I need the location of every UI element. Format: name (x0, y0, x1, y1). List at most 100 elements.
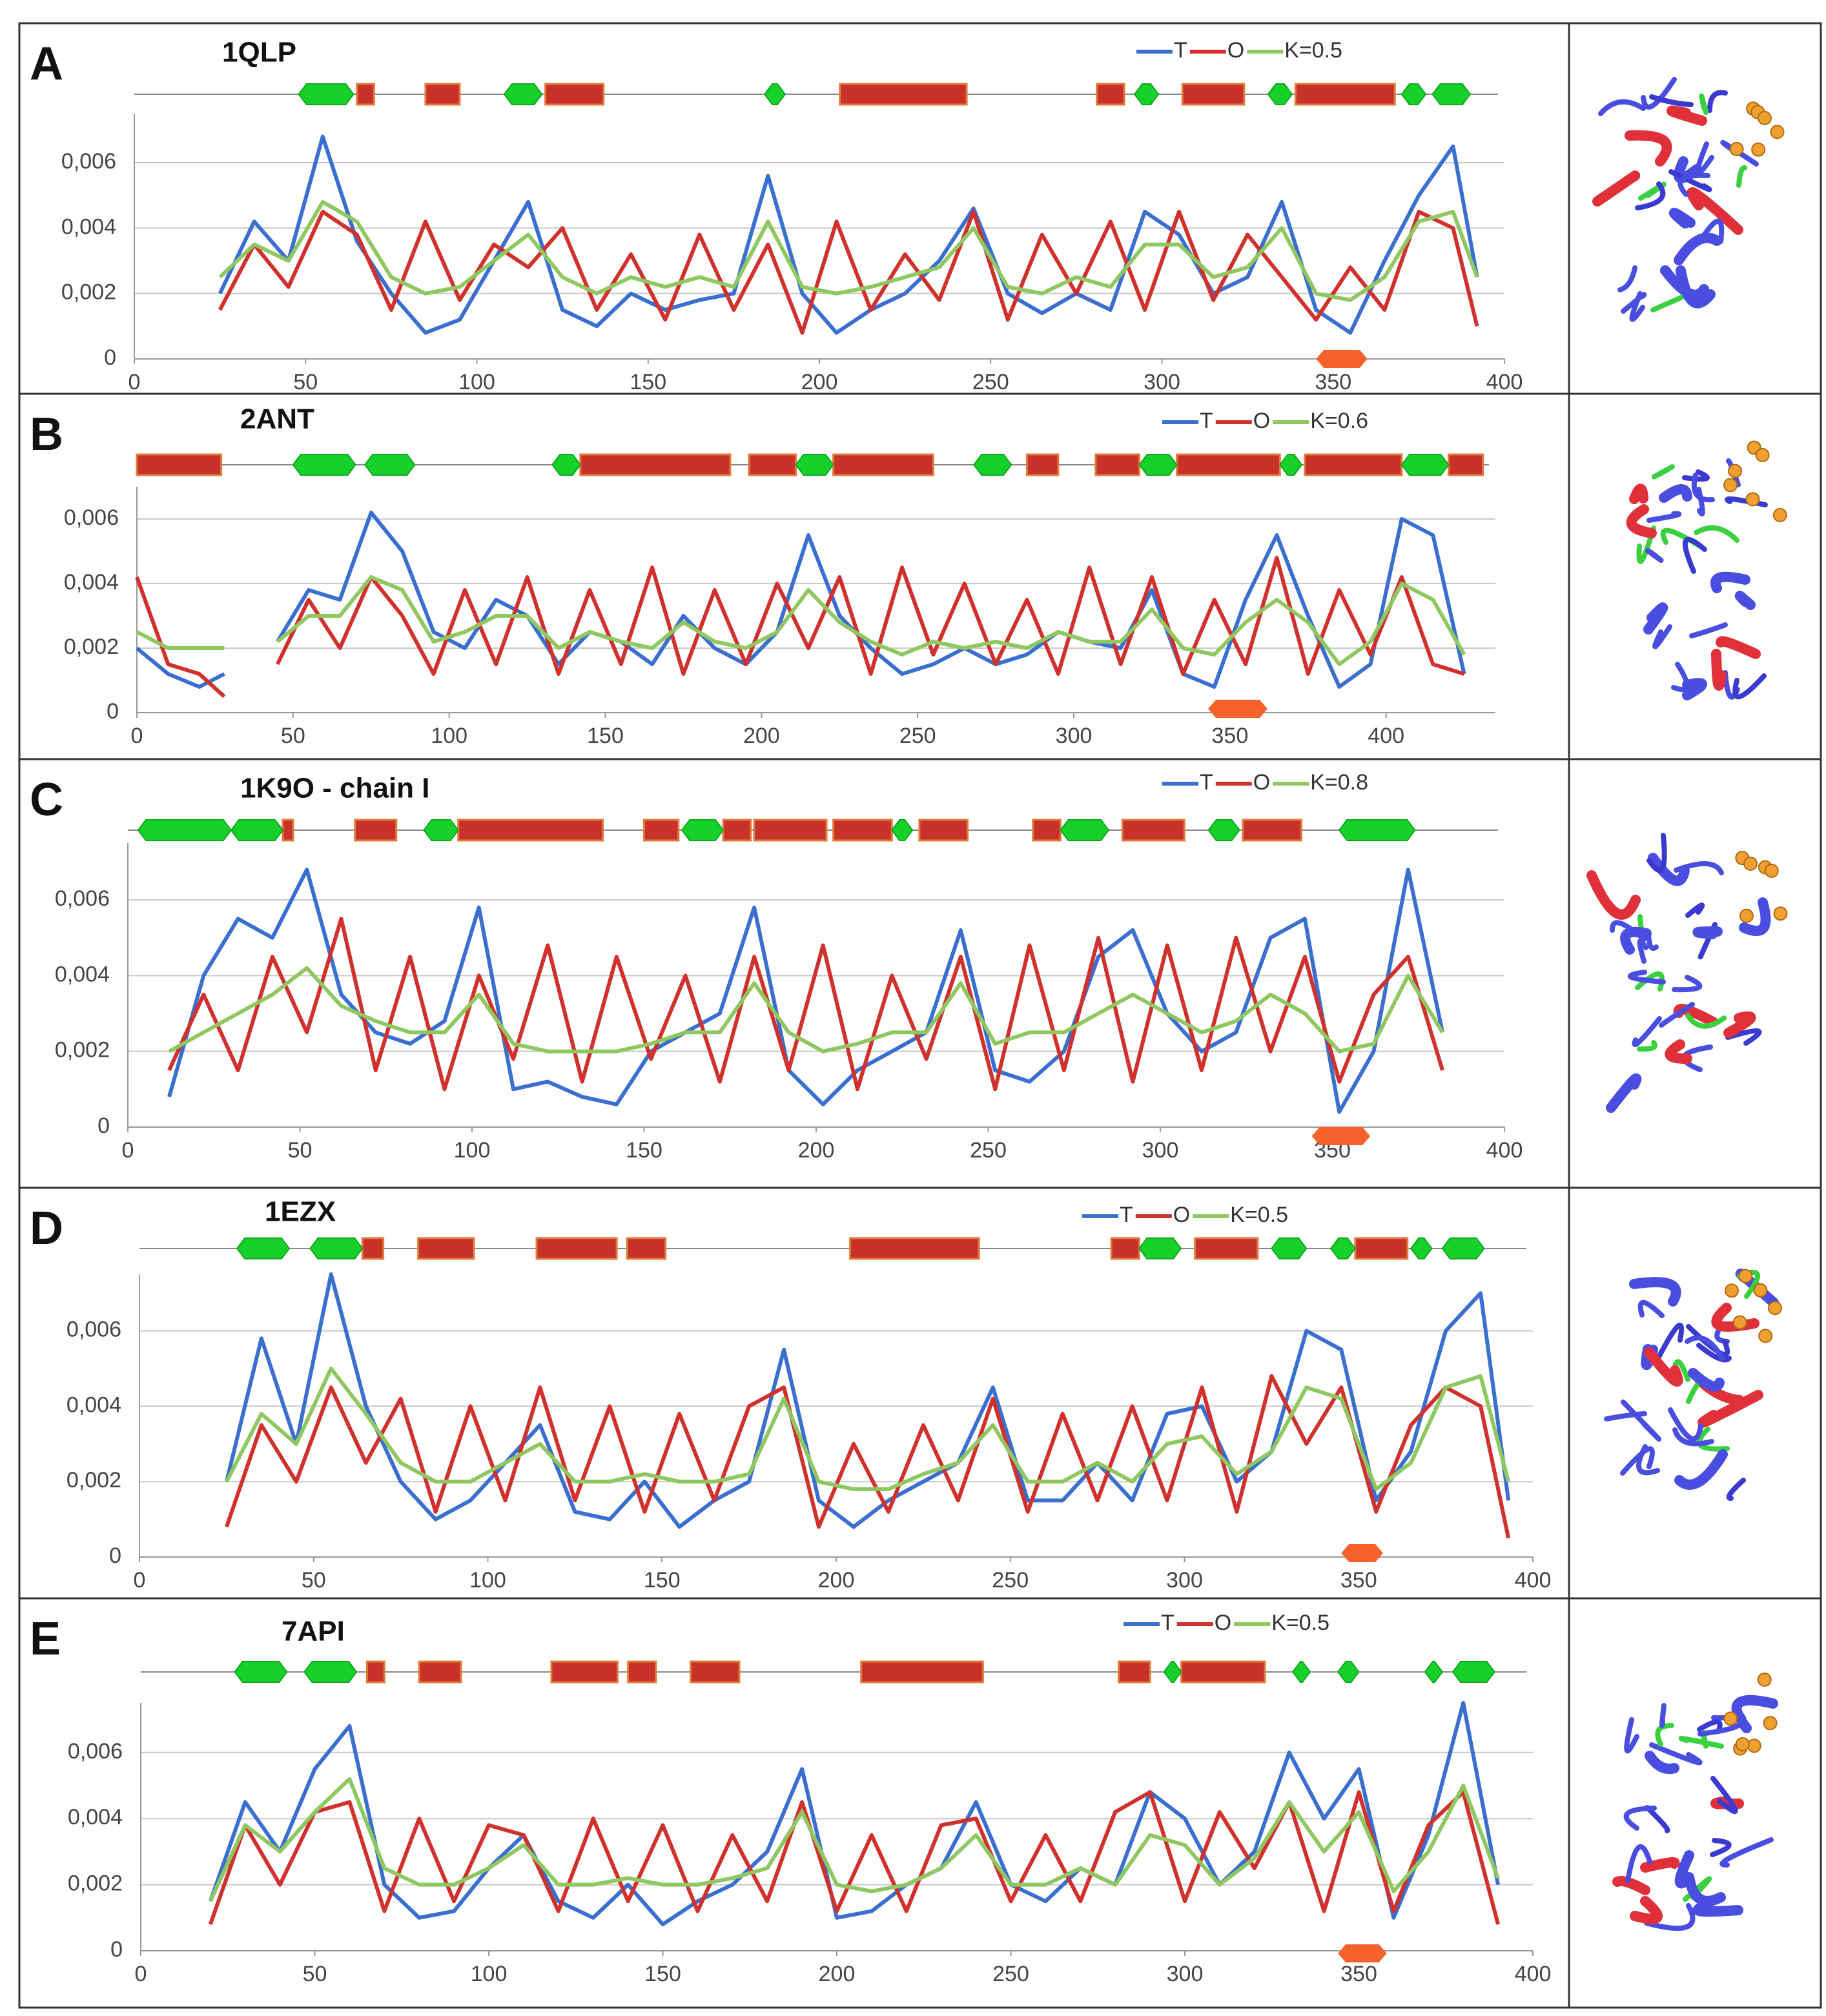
protein-strand (1651, 464, 1675, 480)
protein-strand (1694, 525, 1739, 543)
protein-strand (1636, 1444, 1660, 1476)
helix (457, 819, 604, 842)
chart-title: 1K9O - chain I (240, 773, 429, 804)
x-tick-label: 350 (1340, 1568, 1377, 1593)
x-tick-label: 250 (992, 1568, 1029, 1593)
helix (832, 819, 893, 842)
protein-strand (1716, 636, 1761, 659)
x-tick-label: 150 (587, 724, 624, 748)
protein-strand (1674, 861, 1724, 875)
legend-label: O (1173, 1203, 1190, 1227)
protein-atom (1735, 1736, 1750, 1751)
legend-label: T (1161, 1611, 1175, 1635)
strand (292, 454, 356, 476)
protein-strand (1620, 1446, 1655, 1476)
helix (424, 83, 461, 106)
strand (763, 83, 786, 105)
protein-strand (1668, 1407, 1703, 1441)
x-tick-label: 150 (644, 1568, 681, 1593)
x-tick-label: 100 (458, 370, 495, 394)
x-tick-label: 0 (134, 1568, 146, 1593)
chart-title: 1QLP (222, 37, 296, 68)
protein-strand (1677, 172, 1710, 197)
protein-strand (1674, 1850, 1694, 1889)
protein-strand (1696, 1343, 1732, 1363)
x-tick-label: 150 (630, 370, 666, 394)
strand (1279, 454, 1303, 476)
strand (364, 454, 416, 476)
helix (354, 819, 398, 842)
protein-strand (1644, 1347, 1683, 1387)
x-tick-label: 100 (471, 1962, 508, 1986)
protein-atom (1770, 125, 1785, 139)
legend-label: K=0.5 (1284, 38, 1342, 63)
protein-strand (1672, 1359, 1690, 1382)
protein-strand (1723, 1011, 1756, 1038)
x-tick-label: 100 (454, 1138, 491, 1163)
strand (1060, 819, 1110, 841)
series-line (136, 575, 1466, 666)
protein-strand (1586, 870, 1641, 920)
helix (1025, 453, 1060, 476)
x-tick-label: 400 (1368, 724, 1404, 748)
x-tick-label: 200 (819, 1962, 856, 1986)
legend-label: O (1215, 1611, 1231, 1635)
strand (234, 1661, 288, 1683)
protein-strand (1684, 1872, 1726, 1907)
protein-strand (1719, 1837, 1774, 1868)
strand (1337, 1661, 1360, 1683)
helix (627, 1660, 657, 1684)
protein-strand (1710, 1838, 1732, 1857)
helix (1096, 83, 1125, 106)
protein-atom (1738, 1268, 1753, 1283)
helix (690, 1660, 741, 1684)
helix (643, 819, 680, 842)
protein-strand (1671, 662, 1690, 693)
protein-strand (1640, 1857, 1680, 1873)
x-tick-label: 0 (135, 1962, 147, 1986)
protein-strand (1702, 218, 1725, 244)
region-marker (1341, 1544, 1384, 1562)
x-tick-label: 150 (626, 1138, 662, 1163)
legend-label: T (1120, 1203, 1133, 1227)
helix (550, 1660, 619, 1684)
helix (748, 453, 797, 476)
series-line (136, 511, 1466, 689)
strand (1424, 1661, 1444, 1683)
helix (626, 1237, 667, 1260)
protein-strand (1637, 1040, 1657, 1052)
helix (535, 1237, 618, 1260)
y-tick-label: 0,002 (67, 1468, 121, 1492)
frame (18, 22, 1822, 2009)
protein-strand (1649, 1742, 1703, 1766)
region-marker (1338, 1944, 1387, 1962)
protein-atom (1758, 1329, 1773, 1343)
protein-strand (1652, 624, 1672, 649)
panel-letter: A (30, 38, 63, 90)
legend-label: T (1200, 409, 1213, 433)
series-line (208, 1701, 1501, 1926)
protein-atom (1747, 1738, 1761, 1753)
strand (551, 454, 582, 476)
x-tick-label: 50 (281, 724, 305, 748)
protein-strand (1685, 1013, 1727, 1029)
x-tick-label: 250 (970, 1138, 1007, 1163)
chart-title: 1EZX (265, 1196, 336, 1228)
protein-strand (1632, 1016, 1662, 1048)
helix (418, 1660, 462, 1684)
helix (1180, 1660, 1266, 1684)
protein-strand (1653, 1323, 1684, 1366)
strand (795, 454, 834, 476)
protein-strand (1629, 484, 1648, 504)
strand (1329, 1237, 1357, 1259)
protein-atom (1743, 856, 1758, 871)
protein-strand (1691, 473, 1715, 503)
protein-strand (1698, 1711, 1747, 1736)
strand (681, 819, 724, 841)
x-tick-label: 350 (1315, 370, 1351, 394)
protein-atom (1751, 142, 1766, 157)
legend-label: T (1174, 38, 1187, 63)
protein-strand (1674, 232, 1722, 265)
x-tick-label: 0 (128, 370, 141, 394)
protein-strand (1648, 853, 1690, 886)
